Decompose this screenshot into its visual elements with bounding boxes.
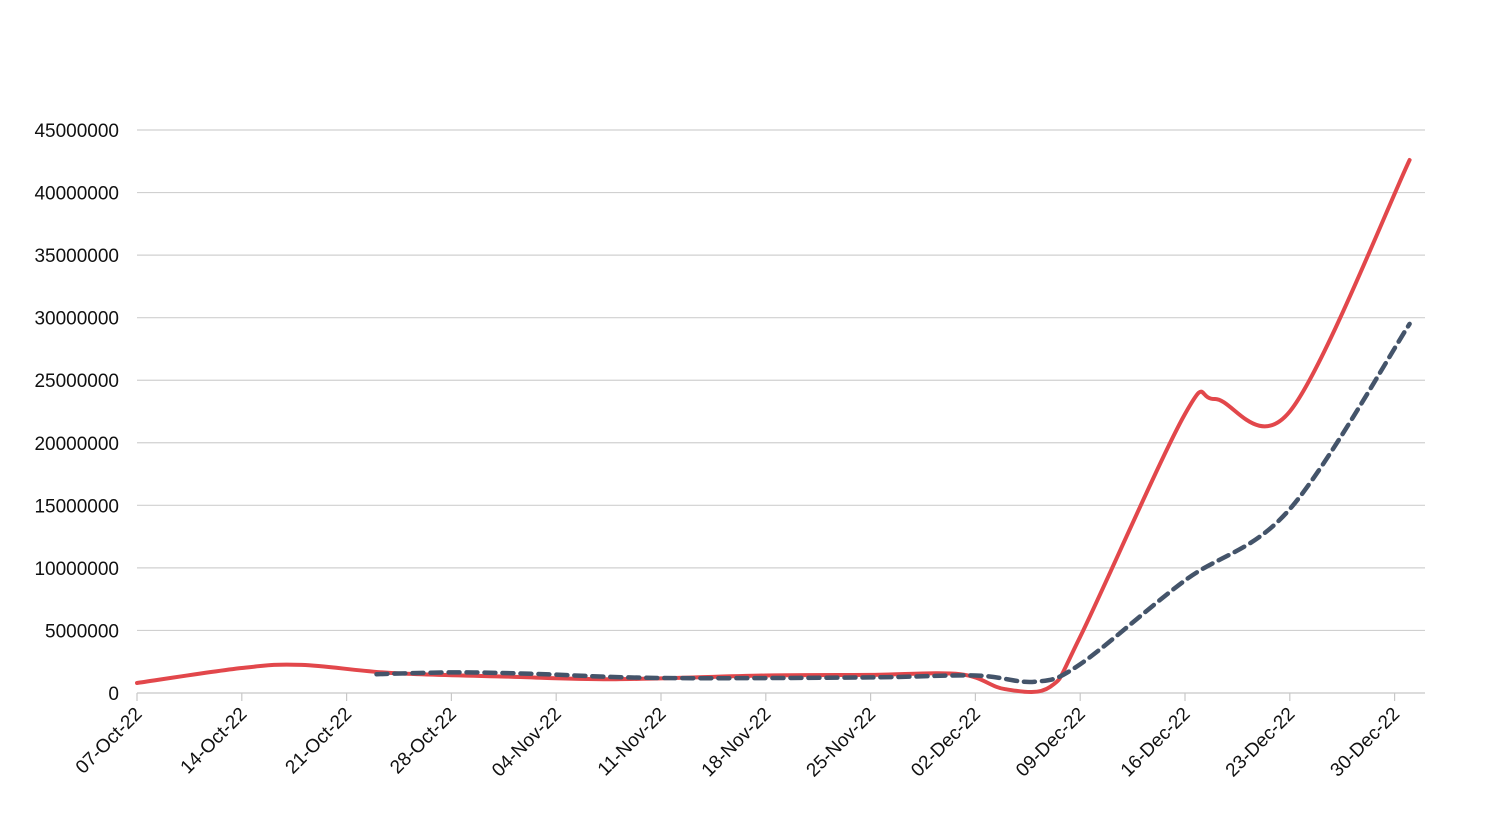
x-tick-label: 14-Oct-22 — [177, 704, 252, 779]
y-axis: 0 5000000 10000000 15000000 20000000 25000000… — [34, 121, 119, 705]
x-tick-label: 07-Oct-22 — [72, 704, 147, 779]
x-tick-label: 21-Oct-22 — [282, 704, 357, 779]
x-tick-label: 11-Nov-22 — [594, 704, 671, 781]
x-tick-label: 04-Nov-22 — [488, 704, 566, 782]
x-tick-label: 02-Dec-22 — [907, 704, 985, 782]
y-tick-label: 10000000 — [34, 559, 119, 580]
x-tick-label: 16-Dec-22 — [1117, 704, 1195, 782]
x-tick-label: 23-Dec-22 — [1222, 704, 1300, 782]
y-tick-label: 25000000 — [34, 371, 119, 392]
x-tick-label: 09-Dec-22 — [1012, 704, 1090, 782]
x-tick-label: 28-Oct-22 — [386, 704, 461, 779]
series-line-solid — [135, 158, 1412, 695]
y-tick-label: 45000000 — [34, 121, 119, 142]
series-lines — [135, 158, 1412, 695]
y-tick-label: 15000000 — [34, 496, 119, 517]
x-tick-label: 18-Nov-22 — [698, 704, 776, 782]
y-tick-label: 5000000 — [45, 621, 119, 642]
x-tick-label: 30-Dec-22 — [1327, 704, 1405, 782]
x-axis: 07-Oct-22 14-Oct-22 21-Oct-22 28-Oct-22 04-N… — [72, 692, 1425, 782]
gridlines — [137, 129, 1425, 632]
y-tick-label: 40000000 — [34, 184, 119, 205]
y-tick-label: 0 — [108, 684, 119, 705]
y-tick-label: 20000000 — [34, 434, 119, 455]
y-tick-label: 35000000 — [34, 246, 119, 267]
x-tick-label: 25-Nov-22 — [803, 704, 881, 782]
y-tick-label: 30000000 — [34, 309, 119, 330]
series-line-dashed — [374, 321, 1412, 685]
